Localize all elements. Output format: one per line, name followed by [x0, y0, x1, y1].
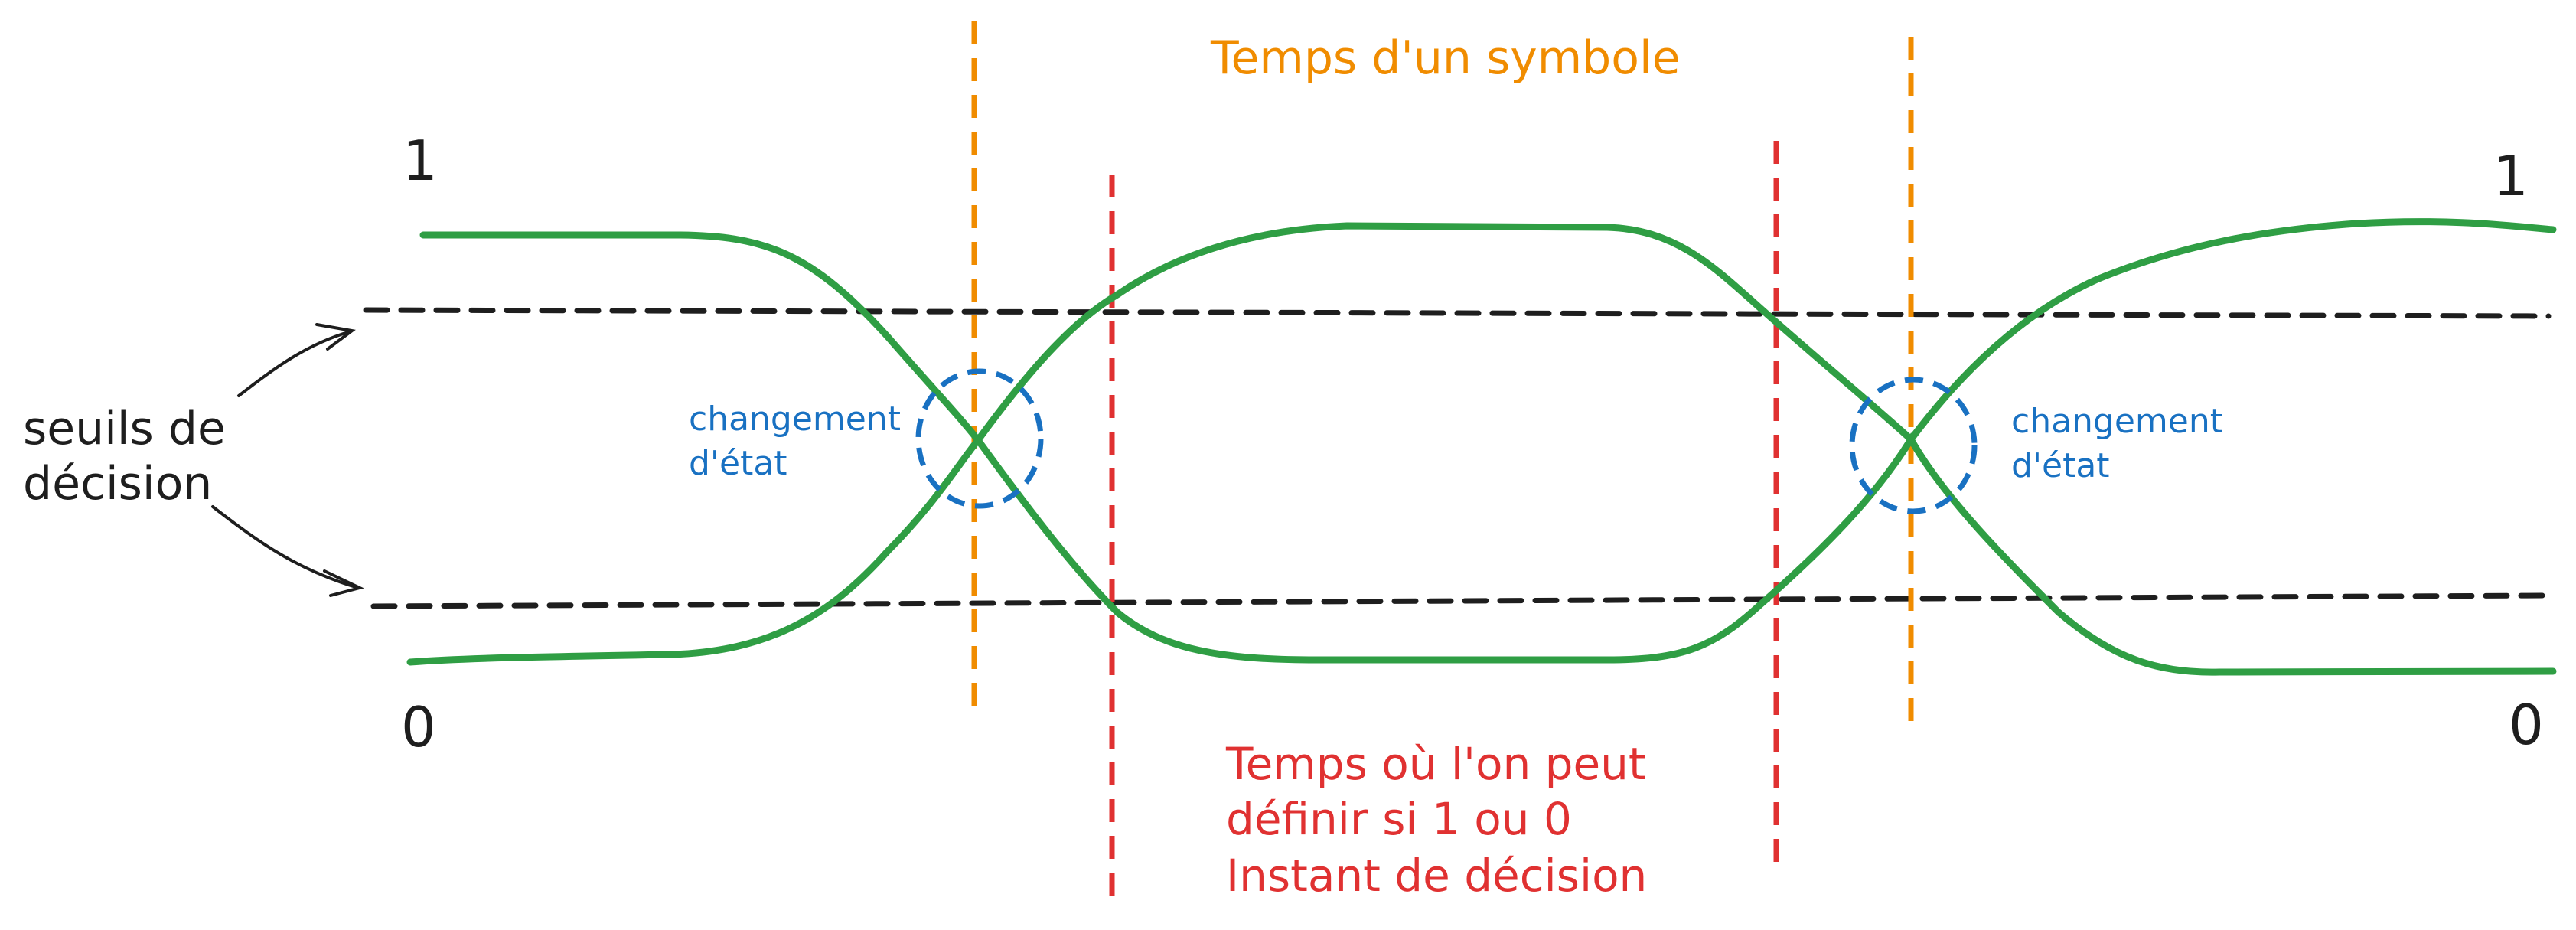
- threshold-upper-line: [363, 307, 2552, 319]
- level-low-left-label: 0: [401, 695, 436, 759]
- decision-label-line1: Temps où l'on peut: [1225, 738, 1646, 790]
- decision-label-line3: Instant de décision: [1226, 850, 1647, 902]
- level-low-right-label: 0: [2509, 693, 2544, 757]
- state-change-right-label-line2: d'état: [2011, 446, 2110, 485]
- arrow-icon-lower: [211, 505, 364, 597]
- decision-label-line2: définir si 1 ou 0: [1226, 793, 1572, 845]
- state-change-circle-left: [915, 368, 1044, 509]
- state-change-right-label-line1: changement: [2011, 402, 2223, 441]
- level-high-right-label: 1: [2493, 144, 2529, 208]
- threshold-lower-line: [370, 592, 2552, 609]
- level-high-left-label: 1: [403, 129, 438, 193]
- signal-trace-rising-falling: [406, 218, 2557, 666]
- state-change-left-label-line2: d'état: [689, 444, 787, 483]
- thresholds-label-line2: décision: [23, 457, 212, 511]
- state-change-circle-right: [1849, 377, 1978, 514]
- state-change-left-label-line1: changement: [689, 400, 901, 439]
- thresholds-label-line1: seuils de: [23, 402, 226, 455]
- signal-trace-falling-rising: [419, 231, 2557, 676]
- symbol-time-label: Temps d'un symbole: [1210, 31, 1681, 85]
- arrow-icon-upper: [237, 323, 356, 397]
